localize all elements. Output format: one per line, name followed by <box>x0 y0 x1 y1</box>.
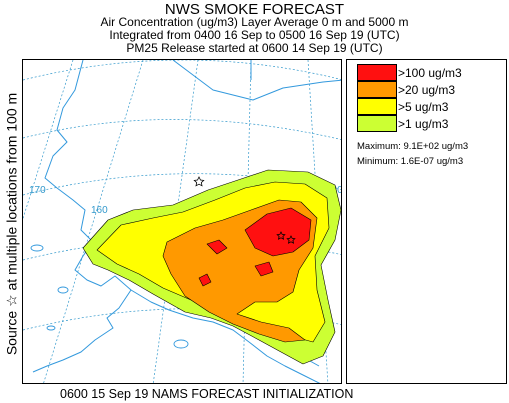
south-coast <box>130 289 321 383</box>
source-star-icon <box>286 235 296 244</box>
islands <box>30 244 189 349</box>
contour-over-100-small <box>206 239 228 255</box>
integration-period-subtitle: Integrated from 0400 16 Sep to 0500 16 S… <box>109 28 400 42</box>
legend-swatch-over-20 <box>357 81 397 98</box>
latitude-line <box>23 60 341 81</box>
island <box>46 325 56 331</box>
map-canvas: 170 160 150 140 130 <box>23 60 341 383</box>
forecast-title: NWS SMOKE FORECAST <box>164 1 345 18</box>
contour-over-100-main <box>244 207 312 257</box>
contour-over-100-small <box>254 261 274 277</box>
contour-over-100-small <box>198 273 212 287</box>
source-star-icon <box>276 231 286 240</box>
legend-label-over-100: >100 ug/m3 <box>398 66 462 80</box>
smoke-map: 170 160 150 140 130 <box>22 59 342 384</box>
legend-swatch-over-1 <box>357 115 397 132</box>
alaska-coast <box>32 60 132 373</box>
smoke-plume <box>82 169 341 365</box>
legend-label-over-1: >1 ug/m3 <box>398 117 449 131</box>
north-coast <box>172 60 341 101</box>
minimum-value: Minimum: 1.6E-07 ug/m3 <box>357 156 464 167</box>
legend-panel: >100 ug/m3 >20 ug/m3 >5 ug/m3 >1 ug/m3 M… <box>346 59 507 384</box>
release-subtitle: PM25 Release started at 0600 14 Sep 19 (… <box>126 41 383 55</box>
source-markers <box>193 176 296 244</box>
legend-swatch-over-5 <box>357 98 397 115</box>
island <box>30 244 44 252</box>
latitude-line <box>23 119 341 140</box>
source-location-label: Source ☆ at multiple locations from 100 … <box>3 92 20 356</box>
island <box>57 286 69 294</box>
maximum-value: Maximum: 9.1E+02 ug/m3 <box>357 141 469 152</box>
legend-label-over-20: >20 ug/m3 <box>398 83 456 97</box>
longitude-label: 160 <box>91 205 108 216</box>
source-star-icon <box>193 176 205 187</box>
longitude-label: 170 <box>29 185 46 196</box>
concentration-subtitle: Air Concentration (ug/m3) Layer Average … <box>100 15 409 29</box>
longitude-line <box>23 60 74 220</box>
legend-label-over-5: >5 ug/m3 <box>398 100 449 114</box>
island <box>173 339 189 349</box>
forecast-initialization: 0600 15 Sep 19 NAMS FORECAST INITIALIZAT… <box>60 387 354 401</box>
longitude-line <box>43 60 144 383</box>
legend-swatch-over-100 <box>357 64 397 81</box>
